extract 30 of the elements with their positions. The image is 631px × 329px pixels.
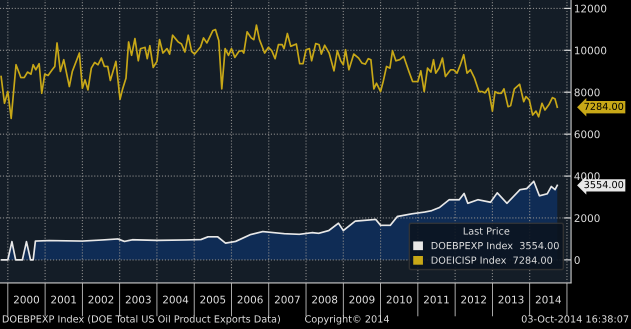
x-tick-label: 2010 — [386, 296, 412, 304]
x-tick-label: 2005 — [200, 296, 226, 304]
annotation: 3554.00 — [584, 180, 624, 188]
x-tick-label: 2003 — [126, 296, 151, 304]
y-tick-label: 8000 — [574, 88, 600, 96]
x-tick-label: 2002 — [88, 296, 114, 304]
x-tick-label: 2013 — [498, 296, 524, 304]
y-tick-label: 6000 — [574, 130, 600, 138]
legend-label: DOEICISP Index 7284.00 — [432, 256, 552, 264]
x-tick-label: 2001 — [51, 296, 76, 304]
y-tick-label: 2000 — [574, 214, 600, 222]
x-tick-label: 2006 — [238, 296, 263, 304]
x-tick-label: 2000 — [14, 296, 40, 304]
text: Copyright© 2014 — [305, 315, 390, 324]
y-tick-label: 0 — [574, 256, 580, 264]
x-tick-label: 2007 — [274, 296, 300, 304]
x-tick-label: 2014 — [536, 296, 561, 304]
x-tick-label: 2009 — [349, 296, 374, 304]
text: DOEBPEXP Index (DOE Total US Oil Product Exports Data) — [2, 315, 280, 324]
annotation: 7284.00 — [584, 102, 624, 110]
legend-label: DOEBPEXP Index 3554.00 — [432, 242, 559, 250]
line-series — [0, 24, 558, 120]
y-tick-label: 12000 — [574, 4, 606, 12]
y-tick-label: 10000 — [574, 46, 606, 54]
x-tick-label: 2004 — [163, 296, 188, 304]
x-tick-label: 2008 — [312, 296, 338, 304]
text: 03-Oct-2014 16:38:07 — [522, 315, 628, 323]
x-tick-label: 2011 — [424, 296, 449, 304]
legend-title: Last Price — [464, 227, 510, 235]
x-tick-label: 2012 — [461, 296, 486, 304]
